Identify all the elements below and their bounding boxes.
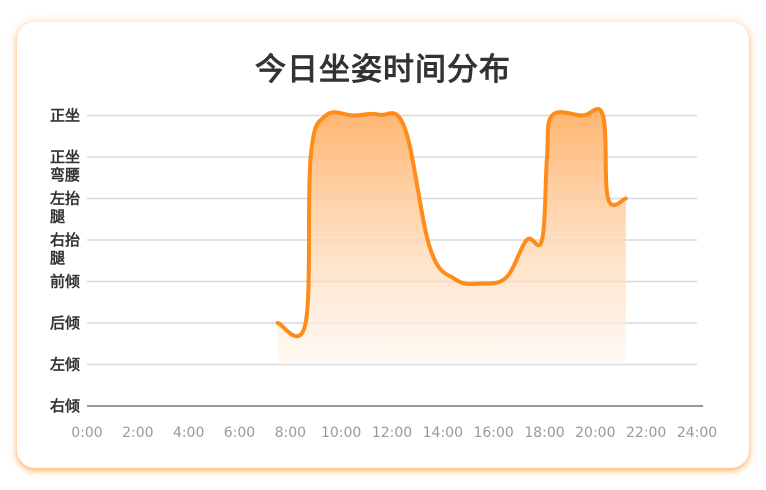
y-tick-label: 左抬腿 [49, 190, 80, 226]
x-tick-label: 18:00 [524, 425, 564, 441]
x-tick-label: 24:00 [677, 425, 717, 441]
y-tick-label: 正坐弯腰 [50, 148, 80, 184]
x-tick-label: 0:00 [71, 425, 102, 441]
x-tick-label: 10:00 [321, 425, 361, 441]
series-line [275, 106, 628, 339]
x-tick-label: 6:00 [224, 425, 255, 441]
x-tick-label: 14:00 [423, 425, 463, 441]
x-tick-label: 4:00 [173, 425, 204, 441]
x-tick-label: 22:00 [626, 425, 666, 441]
x-tick-label: 2:00 [122, 425, 153, 441]
x-tick-label: 20:00 [575, 425, 615, 441]
series-area [277, 108, 626, 365]
y-tick-label: 后倾 [50, 314, 80, 332]
y-tick-label: 正坐 [50, 107, 80, 125]
x-tick-label: 12:00 [372, 425, 412, 441]
y-tick-label: 右倾 [50, 397, 80, 415]
y-tick-label: 右抬腿 [50, 231, 80, 267]
chart-title: 今日坐姿时间分布 [255, 52, 511, 88]
y-tick-label: 前倾 [50, 273, 80, 291]
y-tick-label: 左倾 [49, 356, 80, 374]
x-tick-label: 16:00 [473, 425, 513, 441]
x-tick-label: 8:00 [275, 425, 306, 441]
